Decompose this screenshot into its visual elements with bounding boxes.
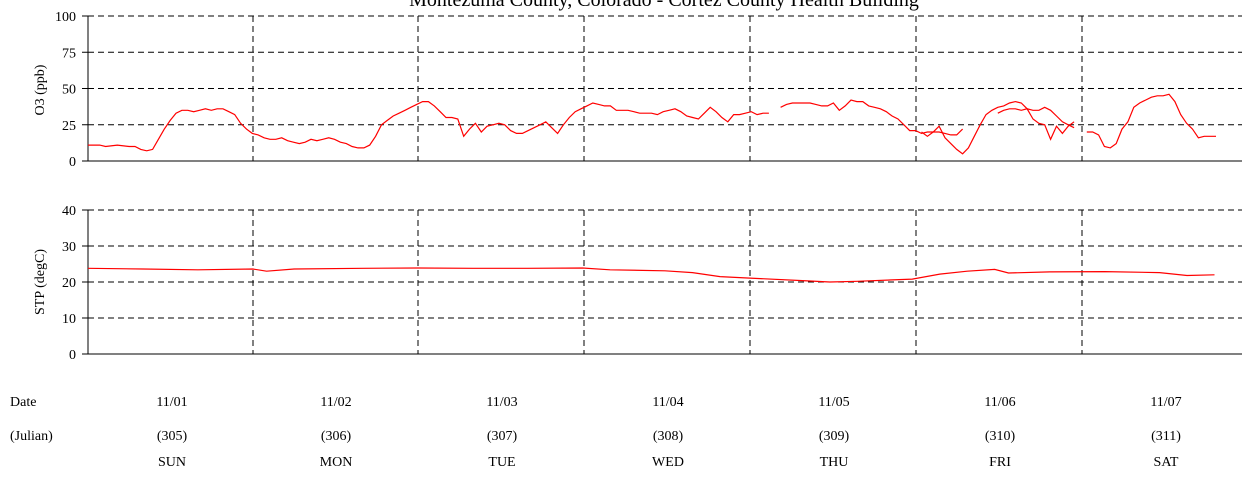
footer-date: 11/03 bbox=[486, 395, 517, 410]
o3-tick-label: 25 bbox=[62, 119, 76, 134]
footer-weekday: WED bbox=[652, 455, 684, 470]
footer-date: 11/04 bbox=[652, 395, 683, 410]
o3-series-line bbox=[921, 100, 1075, 155]
footer-date: 11/06 bbox=[984, 395, 1015, 410]
stp-tick-label: 10 bbox=[62, 312, 76, 327]
stp-axis-label: STP (degC) bbox=[33, 249, 48, 315]
chart-title: Montezuma County, Colorado - Cortez Coun… bbox=[409, 0, 919, 11]
footer-julian: (307) bbox=[487, 429, 518, 444]
footer-weekday: THU bbox=[820, 455, 849, 470]
footer-weekday: FRI bbox=[989, 455, 1011, 470]
stp-tick-label: 30 bbox=[62, 240, 76, 255]
o3-tick-label: 0 bbox=[69, 155, 76, 170]
stp-series-line bbox=[87, 267, 1215, 283]
footer-julian: (308) bbox=[653, 429, 684, 444]
footer-weekday: SAT bbox=[1154, 455, 1179, 470]
o3-panel: 0 25 50 75 100 bbox=[55, 10, 1242, 170]
footer-date: 11/05 bbox=[818, 395, 849, 410]
footer-date: 11/01 bbox=[156, 395, 187, 410]
o3-series-line bbox=[1086, 93, 1216, 149]
footer-julian: (311) bbox=[1151, 429, 1181, 444]
o3-axis-label: O3 (ppb) bbox=[33, 64, 48, 115]
footer-row-label-date: Date bbox=[10, 395, 36, 410]
footer-date: 11/07 bbox=[1150, 395, 1181, 410]
stp-panel: 0 10 20 30 40 bbox=[62, 204, 1242, 363]
footer-julian: (305) bbox=[157, 429, 188, 444]
stp-tick-label: 40 bbox=[62, 204, 76, 219]
footer-date: 11/02 bbox=[320, 395, 351, 410]
stp-tick-label: 0 bbox=[69, 348, 76, 363]
footer-weekday: SUN bbox=[158, 455, 186, 470]
footer-julian: (309) bbox=[819, 429, 850, 444]
footer-weekday: MON bbox=[320, 455, 353, 470]
date-footer: Date (Julian) 11/01 (305) SUN 11/02 (306) MON 11… bbox=[10, 395, 1182, 470]
o3-tick-label: 75 bbox=[62, 46, 76, 61]
o3-tick-label: 50 bbox=[62, 83, 76, 98]
o3-series-line bbox=[88, 100, 769, 152]
footer-julian: (306) bbox=[321, 429, 352, 444]
footer-row-label-julian: (Julian) bbox=[10, 429, 53, 444]
o3-tick-label: 100 bbox=[55, 10, 76, 25]
footer-weekday: TUE bbox=[488, 455, 515, 470]
o3-series-line bbox=[997, 106, 1075, 129]
footer-julian: (310) bbox=[985, 429, 1016, 444]
stp-tick-label: 20 bbox=[62, 276, 76, 291]
